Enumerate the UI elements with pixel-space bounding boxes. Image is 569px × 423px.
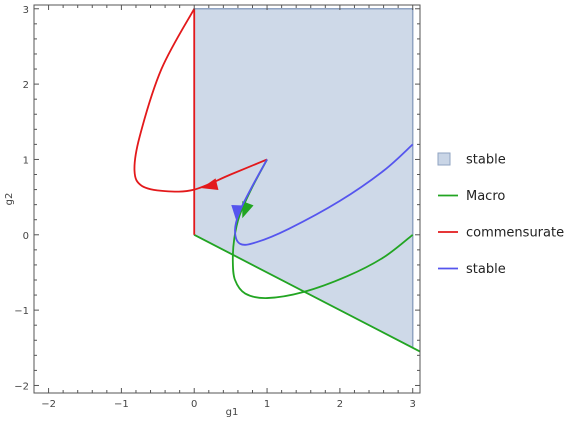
series-0-segment-1 <box>231 159 414 299</box>
legend-swatch-0 <box>437 152 451 166</box>
series-2-arrowhead <box>231 204 244 222</box>
legend-label-0: stable <box>466 153 506 168</box>
series-0-segment-0 <box>193 233 420 353</box>
x-tick-label: 2 <box>337 399 343 410</box>
x-tick-label: −1 <box>114 399 129 410</box>
legend-label-1: Macro <box>466 189 505 204</box>
legend-label-3: stable <box>466 262 506 277</box>
series-1-segment-1 <box>133 8 268 193</box>
x-axis-label: g1 <box>226 407 239 418</box>
x-tick-label: 0 <box>191 399 197 410</box>
x-tick-label: −2 <box>41 399 56 410</box>
y-tick-label: −1 <box>14 306 29 317</box>
legend: stable Macro commensurate stable <box>437 152 564 277</box>
x-tick-label: 3 <box>410 399 416 410</box>
y-tick-label: 1 <box>23 155 29 166</box>
legend-label-2: commensurate <box>466 226 564 241</box>
y-tick-label: −2 <box>14 381 29 392</box>
series-1-arrowhead <box>201 178 219 191</box>
series-0-arrowhead <box>242 201 254 219</box>
y-axis-label: g2 <box>4 193 15 206</box>
x-tick-label: 1 <box>264 399 270 410</box>
series-2-segment-0 <box>234 143 414 246</box>
axes: −2 −1 0 1 2 3 −2 −1 0 1 2 3 <box>14 4 421 410</box>
plot-area <box>133 8 420 353</box>
y-tick-label: 0 <box>23 231 29 242</box>
y-tick-label: 2 <box>23 80 29 91</box>
y-tick-label: 3 <box>23 5 29 16</box>
stable-region <box>193 8 414 350</box>
plot-frame <box>33 4 421 394</box>
